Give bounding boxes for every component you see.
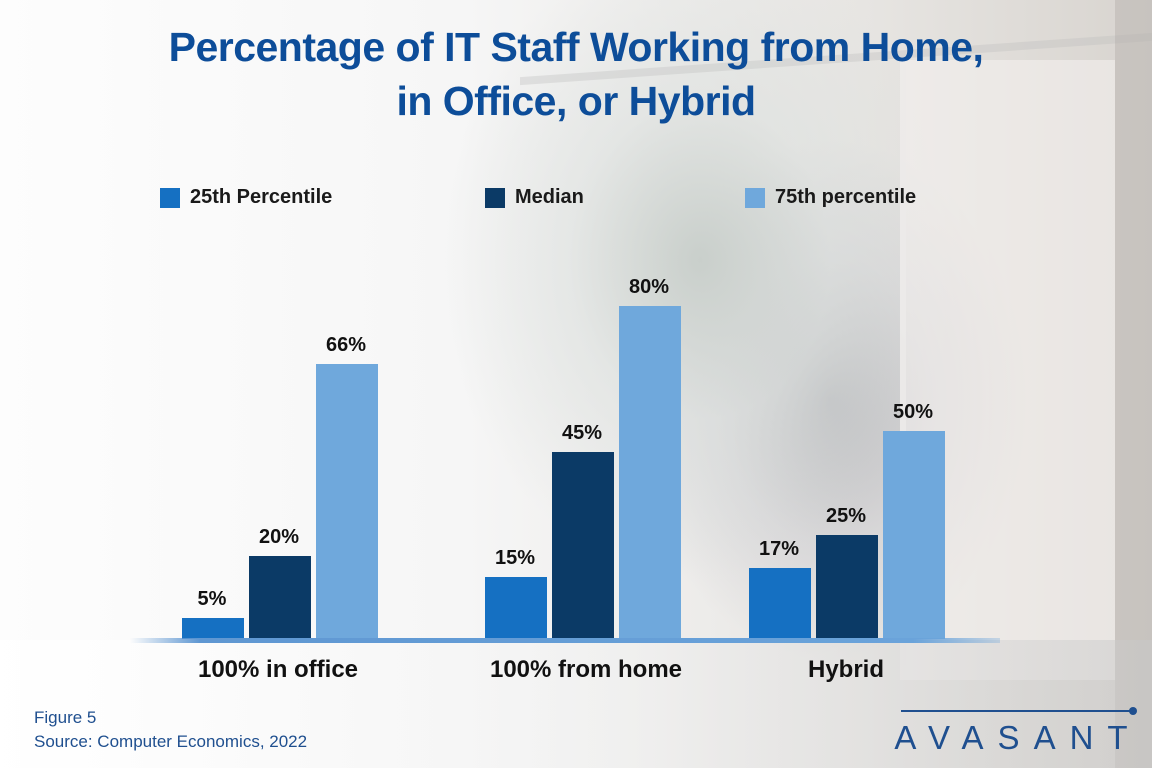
bar-75th bbox=[316, 364, 378, 639]
logo-dot bbox=[1129, 707, 1137, 715]
figure-note: Figure 5 Source: Computer Economics, 202… bbox=[34, 706, 307, 754]
bar-75th bbox=[619, 306, 681, 639]
bar-median bbox=[552, 451, 614, 639]
legend-swatch-75th bbox=[745, 187, 765, 208]
bar-value-label: 45% bbox=[561, 421, 603, 444]
x-axis-line bbox=[130, 638, 1000, 643]
chart-title: Percentage of IT Staff Working from Home… bbox=[0, 20, 1152, 128]
figure-number: Figure 5 bbox=[34, 708, 97, 727]
legend-item-median: Median bbox=[485, 186, 584, 209]
bar-value-label: 15% bbox=[494, 546, 536, 569]
bar-25th bbox=[485, 576, 547, 639]
legend: 25th Percentile Median 75th percentile bbox=[0, 186, 1152, 216]
title-line-1: Percentage of IT Staff Working from Home… bbox=[168, 24, 984, 70]
category-label: 100% from home bbox=[489, 656, 683, 683]
bar-value-label: 17% bbox=[758, 538, 800, 561]
bar-value-label: 20% bbox=[258, 525, 300, 548]
bar-value-label: 50% bbox=[892, 401, 934, 423]
legend-swatch-25th bbox=[160, 187, 180, 208]
bar-value-label: 66% bbox=[325, 334, 367, 357]
bar-25th bbox=[749, 568, 811, 639]
title-line-2: in Office, or Hybrid bbox=[396, 78, 756, 124]
bar-median bbox=[816, 535, 878, 639]
source-citation: Source: Computer Economics, 2022 bbox=[34, 732, 308, 751]
legend-label: 75th percentile bbox=[775, 186, 917, 208]
category-label: Hybrid bbox=[807, 656, 884, 683]
bar-value-label: 80% bbox=[628, 276, 670, 299]
bar-value-label: 25% bbox=[825, 505, 867, 527]
bar-value-label: 5% bbox=[197, 588, 227, 611]
logo-line bbox=[901, 710, 1131, 712]
floor bbox=[0, 640, 1152, 768]
bar-75th bbox=[883, 431, 945, 639]
legend-label: Median bbox=[515, 186, 584, 208]
legend-swatch-median bbox=[485, 187, 505, 208]
bar-25th bbox=[182, 618, 244, 639]
bar-median bbox=[249, 555, 311, 639]
category-label: 100% in office bbox=[197, 656, 359, 683]
legend-item-25th: 25th Percentile bbox=[160, 186, 332, 209]
avasant-logo: AVASANT bbox=[893, 703, 1143, 758]
logo-text: AVASANT bbox=[894, 719, 1142, 756]
legend-item-75th: 75th percentile bbox=[745, 186, 916, 209]
legend-label: 25th Percentile bbox=[190, 186, 333, 208]
